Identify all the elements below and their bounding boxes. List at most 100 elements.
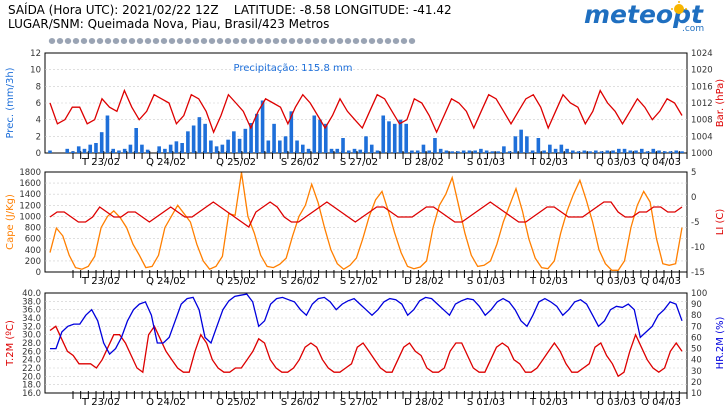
precip-bar [525,136,529,153]
precip-bar [117,150,121,153]
band-dot [160,38,168,44]
day-label: Q 03/03 [596,397,636,405]
precip-bar [594,150,598,153]
panel-1: 0246810121000100410081012101610201024Pre… [5,49,726,168]
band-dot [232,38,240,44]
precip-bar [232,131,236,153]
band-dot [64,38,72,44]
left-tick-label: 4 [36,116,41,126]
day-label: Q 24/02 [146,397,186,405]
precip-bar [260,100,265,153]
precip-bar [662,151,667,153]
precip-bar [140,144,144,153]
precip-bar [381,115,386,153]
left-tick-label: 30.0 [22,331,41,341]
precip-bar [295,140,299,153]
left-tick-label: 1400 [19,190,41,200]
right-tick-label: 1004 [691,132,713,142]
day-label: S 26/02 [281,157,319,168]
panel-3: 16.018.020.022.024.026.028.030.032.034.0… [5,289,726,405]
day-label: S 26/02 [281,276,319,287]
band-dot [296,38,304,44]
band-dot [120,38,128,44]
left-tick-label: 2 [36,132,41,142]
left-tick-label: 20.0 [22,372,41,382]
right-axis-title: LI (C) [715,209,726,236]
precip-bar [496,151,500,153]
precip-bar [502,146,506,153]
precip-bar [312,115,317,153]
precip-bar [65,148,70,153]
right-tick-label: 40 [691,356,702,366]
day-label: T 02/03 [529,157,568,168]
band-dot [72,38,80,44]
precip-bar [548,144,552,153]
precip-bar [444,150,449,153]
precip-bar [122,148,127,153]
band-dot [168,38,176,44]
panel-2: 020040060080010001200140016001800-15-10-… [5,168,726,287]
left-tick-label: 800 [25,224,41,234]
day-label: T 02/03 [529,276,568,287]
precip-bar [197,117,202,153]
right-tick-label: 1020 [691,66,713,76]
left-tick-label: 26.0 [22,347,41,357]
precip-bar [456,151,460,153]
precip-bar [375,150,380,153]
right-tick-label: 30 [691,367,702,377]
left-tick-label: 36.0 [22,306,41,316]
precip-bar [352,148,357,153]
band-dot [280,38,288,44]
precip-bar [237,138,242,153]
day-label: T 23/02 [81,276,120,287]
band-dot [328,38,336,44]
precip-bar [657,150,661,153]
precip-bar [559,144,564,153]
day-label: Q 25/02 [216,397,256,405]
latitude-label: LATITUDE: [233,3,300,17]
precip-bar [438,148,443,153]
band-dot [320,38,328,44]
precip-bar [427,150,431,153]
precip-bar [157,146,161,153]
precip-bar [588,151,592,153]
band-dot [408,38,416,44]
precip-bar [278,140,282,153]
precip-bar [341,138,345,153]
left-tick-label: 1800 [19,168,41,178]
day-label: Q 03/03 [596,157,636,168]
day-label: S 27/02 [340,157,378,168]
band-dot [248,38,256,44]
left-tick-label: 24.0 [22,356,41,366]
left-tick-label: 32.0 [22,322,41,332]
precip-bar [369,144,374,153]
precip-bar [571,150,575,153]
precip-bar [421,144,426,153]
precip-bar [651,148,656,153]
left-tick-label: 6 [36,99,41,109]
band-dot [104,38,112,44]
day-label: T 23/02 [81,397,120,405]
band-dot [304,38,312,44]
meteopt-logo[interactable]: meteopt .com [584,0,720,34]
left-tick-label: 400 [25,246,41,256]
precip-bar [191,125,196,153]
precip-bar [203,123,207,153]
day-label: T 23/02 [81,157,120,168]
right-tick-label: 20 [691,378,702,388]
logo-suffix: .com [682,24,704,34]
right-tick-label: 1008 [691,116,713,126]
precip-bar [410,150,414,153]
precip-bar [645,151,650,153]
band-dot [112,38,120,44]
band-dot [128,38,136,44]
band-dot [256,38,264,44]
precip-bar [249,123,253,153]
right-tick-label: 100 [691,289,707,299]
header-block: SAÍDA (Hora UTC): 2021/02/22 12Z LATITUD… [8,3,452,31]
band-dot [176,38,184,44]
band-dot [392,38,400,44]
place-label: LUGAR/SNM: [8,17,88,31]
precip-bar [398,119,403,153]
